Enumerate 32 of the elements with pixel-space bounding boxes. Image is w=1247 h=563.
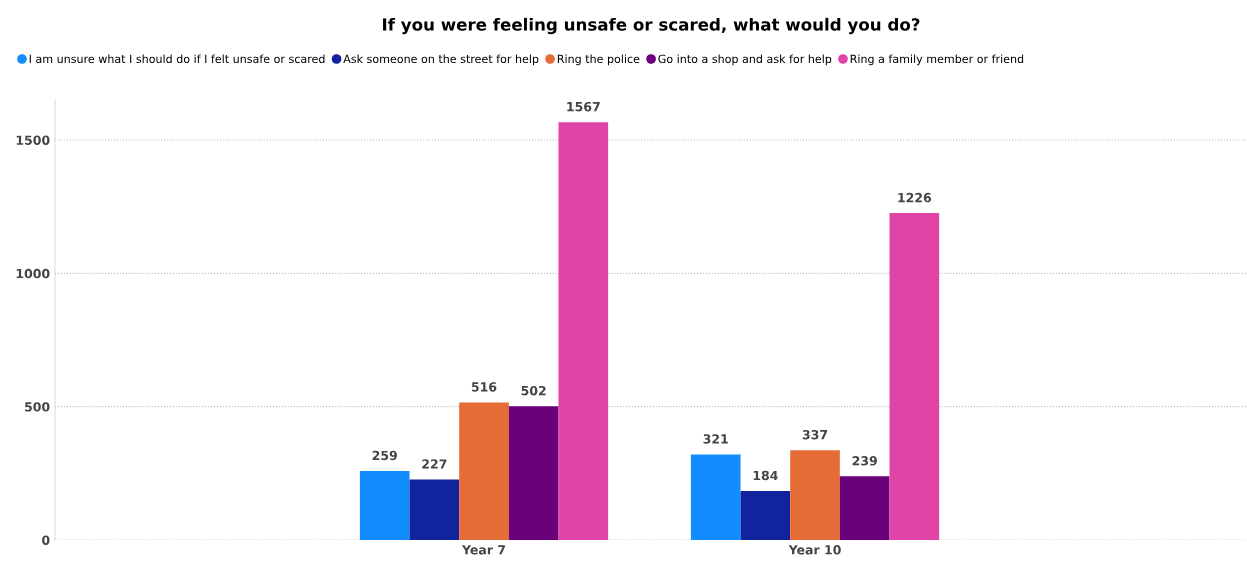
data-label: 337 [802,429,828,440]
y-tick-label: 0 [42,535,50,545]
bar [889,213,940,540]
data-label: 1226 [898,192,932,203]
bar [839,476,890,540]
data-label: 321 [703,434,728,444]
y-tick-label: 1500 [16,135,50,145]
bar [690,454,741,540]
data-label: 227 [422,459,447,469]
chart-title: If you were feeling unsafe or scared, what would you do? [383,17,920,35]
bar [359,470,410,540]
bar [790,450,840,540]
data-label: 502 [521,385,546,396]
bar [508,406,559,540]
data-label: 1567 [567,101,600,112]
bar [558,122,609,540]
data-label: 184 [753,470,778,481]
bar [740,490,791,540]
data-label: 239 [852,456,877,466]
legend-label: Ask someone on the street for help [343,54,539,66]
y-tick-label: 1000 [16,268,50,279]
bar [459,402,509,540]
y-tick-label: 500 [25,402,50,412]
bar [409,479,460,540]
legend-label: I am unsure what I should do if I felt unsafe or scared [29,54,325,64]
legend-label: Ring the police [557,54,640,66]
data-label: 259 [372,450,397,461]
legend-label: Ring a family member or friend [850,54,1024,66]
x-tick-label: Year 7 [461,545,506,555]
x-tick-label: Year 10 [788,545,841,555]
legend-label: Go into a shop and ask for help [658,54,832,66]
data-label: 516 [471,382,497,392]
